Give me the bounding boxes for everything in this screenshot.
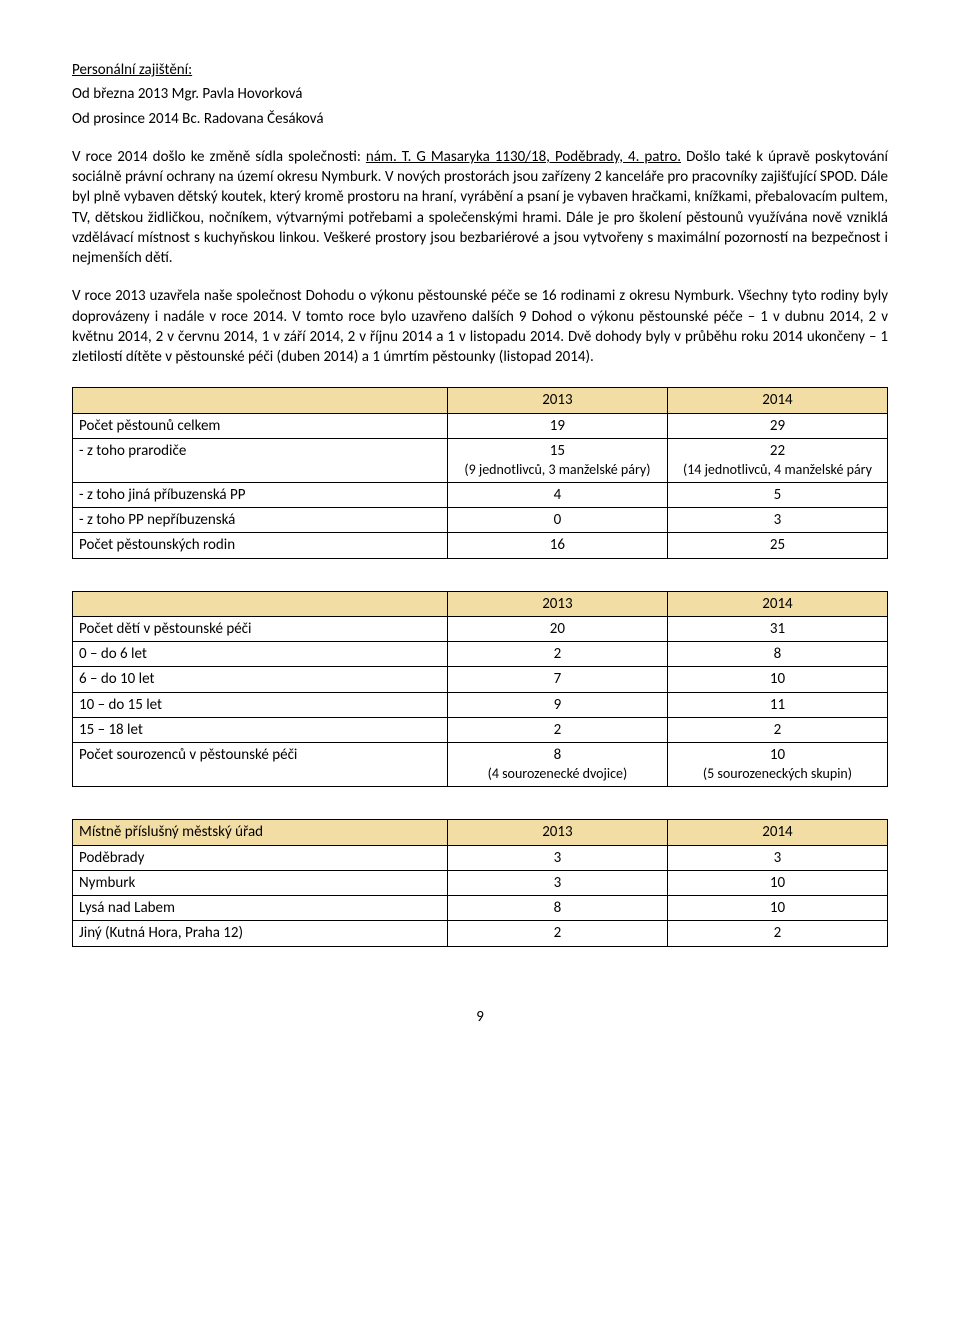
paragraph-1: V roce 2014 došlo ke změně sídla společn… [72, 147, 888, 269]
table-cell: 15 – 18 let [73, 717, 448, 742]
table-cell: 3 [447, 845, 667, 870]
table-cell: 0 – do 6 let [73, 642, 448, 667]
table-cell: Počet dětí v pěstounské péči [73, 616, 448, 641]
table-cell: 25 [667, 533, 887, 558]
table-cell: 22(14 jednotlivců, 4 manželské páry [667, 438, 887, 482]
table-cell: 3 [447, 870, 667, 895]
table-deti: 2013 2014 Počet dětí v pěstounské péči 2… [72, 591, 888, 788]
table-row: 15 – 18 let 2 2 [73, 717, 888, 742]
table-row: Jiný (Kutná Hora, Praha 12) 2 2 [73, 921, 888, 946]
table-row: - z toho jiná příbuzenská PP 4 5 [73, 482, 888, 507]
table-cell: Nymburk [73, 870, 448, 895]
table-row: - z toho PP nepříbuzenská 0 3 [73, 508, 888, 533]
table-cell: - z toho prarodiče [73, 438, 448, 482]
para1-address: nám. T. G Masaryka 1130/18, Poděbrady, 4… [366, 148, 681, 166]
table-cell: 4 [447, 482, 667, 507]
table-header-cell [73, 591, 448, 616]
table-header-cell: 2014 [667, 591, 887, 616]
table-cell: 2 [667, 921, 887, 946]
table-row: Počet pěstounských rodin 16 25 [73, 533, 888, 558]
table-cell: Poděbrady [73, 845, 448, 870]
heading-line-2: Od prosince 2014 Bc. Radovana Česáková [72, 109, 888, 129]
table-cell: 6 – do 10 let [73, 667, 448, 692]
table-cell: 19 [447, 413, 667, 438]
table-header-cell: 2014 [667, 388, 887, 413]
table-header-cell: 2014 [667, 820, 887, 845]
table-cell: 5 [667, 482, 887, 507]
table-cell: 10(5 sourozeneckých skupin) [667, 743, 887, 787]
table-cell: 11 [667, 692, 887, 717]
table-pestounu: 2013 2014 Počet pěstounů celkem 19 29 - … [72, 387, 888, 558]
table-cell: 15(9 jednotlivců, 3 manželské páry) [447, 438, 667, 482]
table-cell: 8 [447, 896, 667, 921]
table-cell: Počet pěstounských rodin [73, 533, 448, 558]
table-cell: 10 [667, 896, 887, 921]
table-urad: Místně příslušný městský úřad 2013 2014 … [72, 819, 888, 946]
table-cell: Lysá nad Labem [73, 896, 448, 921]
heading-title: Personální zajištění: [72, 61, 192, 79]
table-cell: 3 [667, 508, 887, 533]
table-cell: - z toho jiná příbuzenská PP [73, 482, 448, 507]
table-row: 10 – do 15 let 9 11 [73, 692, 888, 717]
para1-text-a: V roce 2014 došlo ke změně sídla společn… [72, 148, 366, 166]
table-cell: 2 [447, 717, 667, 742]
table-cell: 7 [447, 667, 667, 692]
page-number: 9 [72, 1007, 888, 1027]
table-row: Lysá nad Labem 8 10 [73, 896, 888, 921]
table-cell: 10 [667, 870, 887, 895]
heading-line-1: Od března 2013 Mgr. Pavla Hovorková [72, 84, 888, 104]
table-cell: 9 [447, 692, 667, 717]
table-cell: 8 [667, 642, 887, 667]
table-header-cell [73, 388, 448, 413]
table-row: Počet sourozenců v pěstounské péči 8(4 s… [73, 743, 888, 787]
table-cell: 31 [667, 616, 887, 641]
table-row: Počet dětí v pěstounské péči 20 31 [73, 616, 888, 641]
table-cell: Počet pěstounů celkem [73, 413, 448, 438]
table-cell: 8(4 sourozenecké dvojice) [447, 743, 667, 787]
table-row: 0 – do 6 let 2 8 [73, 642, 888, 667]
table-cell: 16 [447, 533, 667, 558]
table-cell: 20 [447, 616, 667, 641]
table-header-cell: 2013 [447, 388, 667, 413]
table-header-row: Místně příslušný městský úřad 2013 2014 [73, 820, 888, 845]
table-cell: 2 [447, 642, 667, 667]
paragraph-3: V roce 2013 uzavřela naše společnost Doh… [72, 286, 888, 367]
table-row: Počet pěstounů celkem 19 29 [73, 413, 888, 438]
table-header-row: 2013 2014 [73, 591, 888, 616]
table-cell: 3 [667, 845, 887, 870]
table-cell: 29 [667, 413, 887, 438]
table-cell: 0 [447, 508, 667, 533]
table-row: - z toho prarodiče 15(9 jednotlivců, 3 m… [73, 438, 888, 482]
table-header-row: 2013 2014 [73, 388, 888, 413]
table-row: 6 – do 10 let 7 10 [73, 667, 888, 692]
table-cell: 2 [667, 717, 887, 742]
table-cell: Jiný (Kutná Hora, Praha 12) [73, 921, 448, 946]
table-cell: 2 [447, 921, 667, 946]
table-header-cell: 2013 [447, 820, 667, 845]
table-row: Nymburk 3 10 [73, 870, 888, 895]
table-header-cell: Místně příslušný městský úřad [73, 820, 448, 845]
table-cell: 10 [667, 667, 887, 692]
table-header-cell: 2013 [447, 591, 667, 616]
table-cell: - z toho PP nepříbuzenská [73, 508, 448, 533]
section-heading: Personální zajištění: [72, 60, 888, 80]
table-cell: Počet sourozenců v pěstounské péči [73, 743, 448, 787]
table-row: Poděbrady 3 3 [73, 845, 888, 870]
table-cell: 10 – do 15 let [73, 692, 448, 717]
